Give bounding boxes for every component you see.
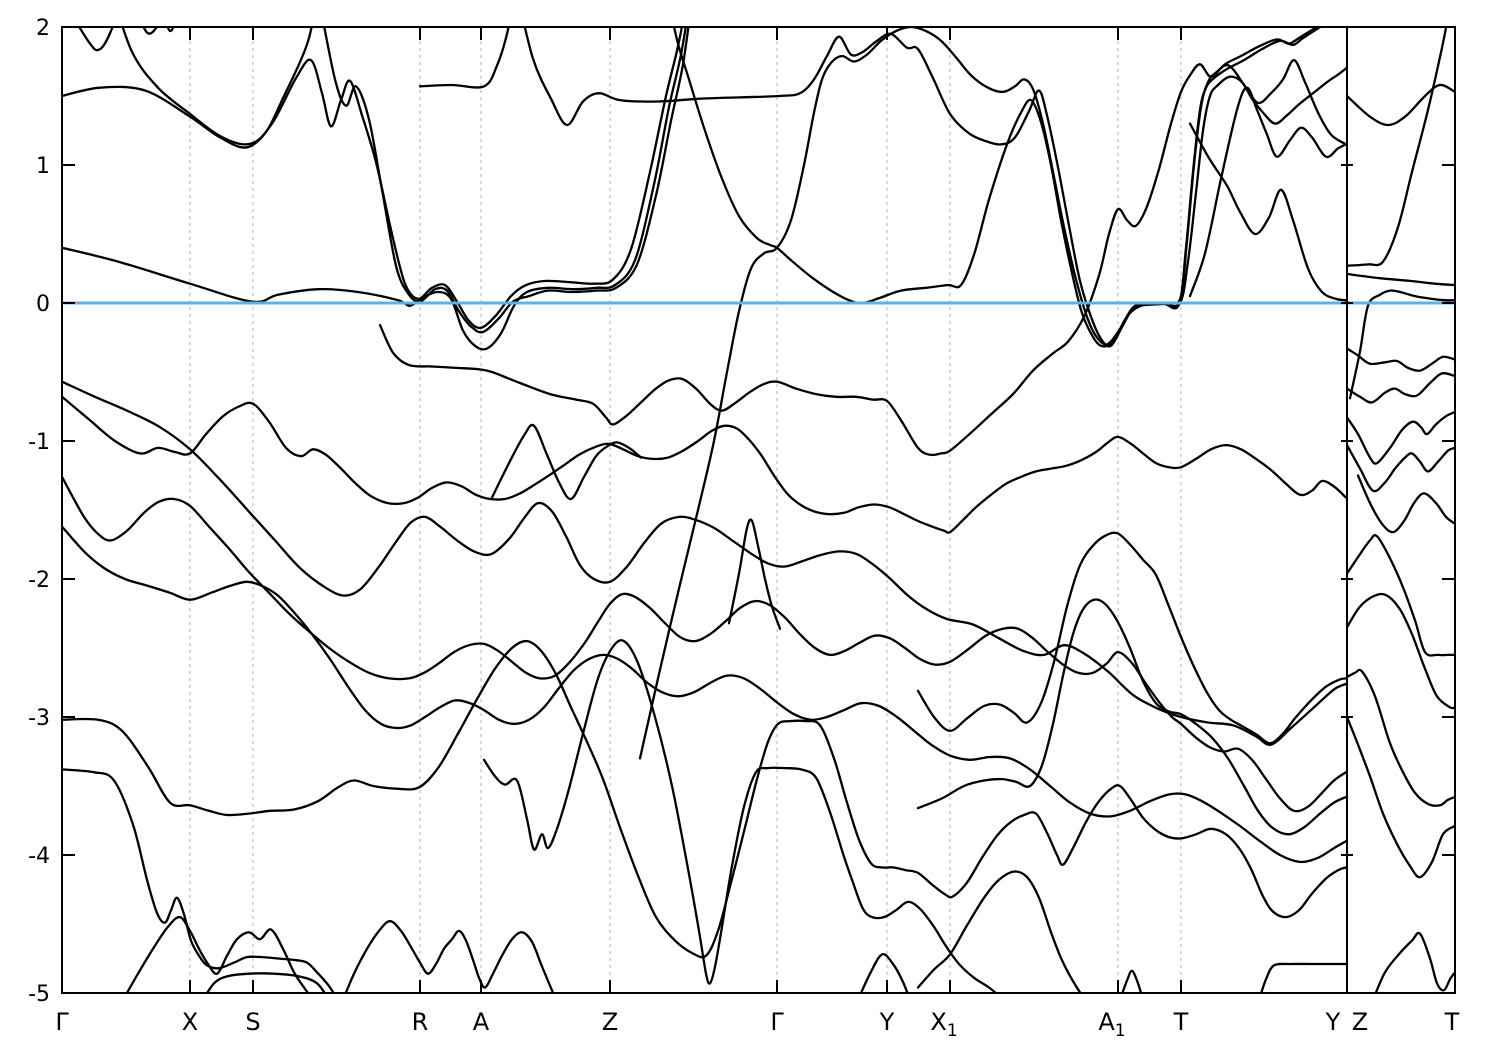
band-5: [323, 27, 690, 334]
band-23: [125, 915, 310, 993]
band-right-9: [1347, 534, 1455, 657]
kpoint-label-Z: Z: [1352, 1008, 1368, 1036]
band-11: [1188, 86, 1347, 298]
band-15: [727, 518, 782, 630]
y-tick-label: 0: [36, 292, 50, 317]
band-right-10: [1347, 592, 1455, 710]
band-16: [62, 380, 1347, 746]
band-14: [490, 423, 643, 501]
y-tick-label: -3: [28, 706, 50, 731]
band-20: [916, 531, 1347, 745]
y-tick-label: -4: [28, 844, 50, 869]
band-2: [121, 27, 313, 146]
kpoint-label-Y: Y: [879, 1008, 895, 1036]
band-right-2: [1347, 272, 1455, 287]
right-panel-border: [1346, 26, 1456, 994]
band-7: [523, 27, 1347, 348]
band-28: [1259, 962, 1347, 993]
tick-marks: [61, 26, 1456, 994]
band-right-12: [1347, 715, 1455, 879]
kpoint-gridlines: [189, 27, 1182, 993]
band-right-0: [1347, 83, 1455, 127]
kpoint-label-subscript: 1: [947, 1021, 958, 1041]
band-right-13: [1374, 931, 1455, 993]
kpoint-label-X: X: [182, 1008, 198, 1036]
band-right-8: [1356, 474, 1455, 534]
bands-right-panel: [1347, 27, 1455, 993]
band-10: [378, 27, 1320, 457]
y-tick-label: 1: [36, 154, 50, 179]
axes: [61, 26, 1456, 994]
kpoint-label-A: A: [473, 1008, 490, 1036]
kpoint-label-Y: Y: [1325, 1008, 1341, 1036]
kpoint-label-R: R: [412, 1008, 429, 1036]
band-0: [77, 27, 114, 52]
band-3: [62, 27, 684, 330]
kpoint-label-S: S: [245, 1008, 260, 1036]
band-26: [482, 639, 998, 993]
band-27: [916, 870, 1082, 993]
band-21: [916, 598, 1347, 836]
y-tick-label: -1: [28, 430, 50, 455]
kpoint-label-Γ: Γ: [55, 1008, 69, 1036]
y-tick-label: -2: [28, 568, 50, 593]
bands-main-panel: [62, 27, 1347, 993]
kpoint-label-subscript: 1: [1115, 1021, 1126, 1041]
kpoint-label-T: T: [1444, 1008, 1460, 1036]
y-tick-label: 2: [36, 16, 50, 41]
band-29: [1121, 969, 1143, 993]
band-18: [62, 525, 1347, 864]
band-right-7: [1347, 443, 1455, 493]
band-6: [418, 27, 510, 89]
band-right-5: [1347, 372, 1455, 404]
band-right-1: [1347, 27, 1448, 267]
band-4: [62, 27, 687, 351]
y-tick-label: -5: [28, 982, 50, 1007]
band-12: [1188, 122, 1347, 302]
band-30: [859, 953, 909, 993]
band-19: [62, 639, 1347, 959]
kpoint-label-T: T: [1173, 1008, 1189, 1036]
band-right-3: [1348, 289, 1455, 400]
band-right-6: [1347, 410, 1455, 465]
band-right-4: [1347, 347, 1455, 372]
band-13: [62, 395, 1347, 534]
y-axis-labels: 2 1 0 -1 -2 -3 -4 -5: [28, 16, 50, 1007]
band-24: [205, 972, 327, 993]
band-25: [344, 920, 555, 993]
kpoint-label-Z: Z: [602, 1008, 618, 1036]
kpoint-label-Γ: Γ: [770, 1008, 784, 1036]
band-right-11: [1347, 668, 1455, 807]
band-22: [62, 768, 335, 993]
